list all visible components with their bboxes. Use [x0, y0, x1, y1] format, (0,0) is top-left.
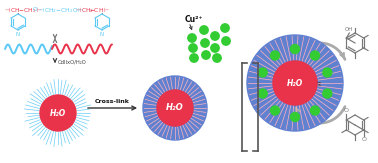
Text: Cu²⁺: Cu²⁺ [185, 15, 203, 24]
Circle shape [291, 112, 299, 121]
Text: H₂O: H₂O [166, 104, 184, 112]
Circle shape [310, 106, 319, 115]
Circle shape [211, 32, 219, 40]
Circle shape [271, 106, 279, 115]
Circle shape [291, 44, 299, 53]
Circle shape [271, 51, 279, 60]
Text: Cross-link: Cross-link [94, 99, 129, 104]
Circle shape [188, 34, 196, 42]
Circle shape [310, 51, 319, 60]
Circle shape [143, 76, 207, 140]
Text: OH: OH [345, 27, 353, 32]
Circle shape [157, 90, 193, 126]
Circle shape [258, 89, 267, 98]
Circle shape [273, 61, 317, 105]
Circle shape [323, 89, 332, 98]
Circle shape [323, 68, 332, 77]
Text: O₂: O₂ [310, 78, 322, 88]
Text: N: N [100, 32, 104, 37]
Circle shape [258, 68, 267, 77]
Circle shape [190, 54, 198, 62]
Circle shape [211, 44, 219, 52]
Text: H₂O: H₂O [50, 109, 66, 118]
Text: $\mathsf{\dashv CH_2{-}CH_2O\vdash}$: $\mathsf{\dashv CH_2{-}CH_2O\vdash}$ [37, 5, 84, 15]
Circle shape [221, 24, 229, 32]
Circle shape [40, 95, 76, 131]
Circle shape [213, 54, 221, 62]
Text: CdIIxO/H₂O: CdIIxO/H₂O [58, 59, 87, 65]
Text: N: N [16, 32, 20, 37]
Text: H₂O: H₂O [287, 79, 303, 88]
Circle shape [200, 26, 208, 34]
Text: O: O [344, 108, 349, 113]
Text: $\mathsf{{-}CH\vdash}$: $\mathsf{{-}CH\vdash}$ [89, 5, 110, 14]
Circle shape [202, 51, 210, 59]
Circle shape [201, 39, 209, 47]
Circle shape [189, 44, 197, 52]
Text: $\mathsf{\dashv CH{-}CH_2\vdash}$: $\mathsf{\dashv CH{-}CH_2\vdash}$ [3, 5, 43, 15]
Circle shape [247, 35, 343, 131]
Text: O: O [361, 137, 366, 142]
Text: $\mathsf{\dashv CH_2}$: $\mathsf{\dashv CH_2}$ [74, 5, 94, 15]
Text: $\mathsf{O}$: $\mathsf{O}$ [32, 5, 38, 13]
Circle shape [222, 37, 230, 45]
